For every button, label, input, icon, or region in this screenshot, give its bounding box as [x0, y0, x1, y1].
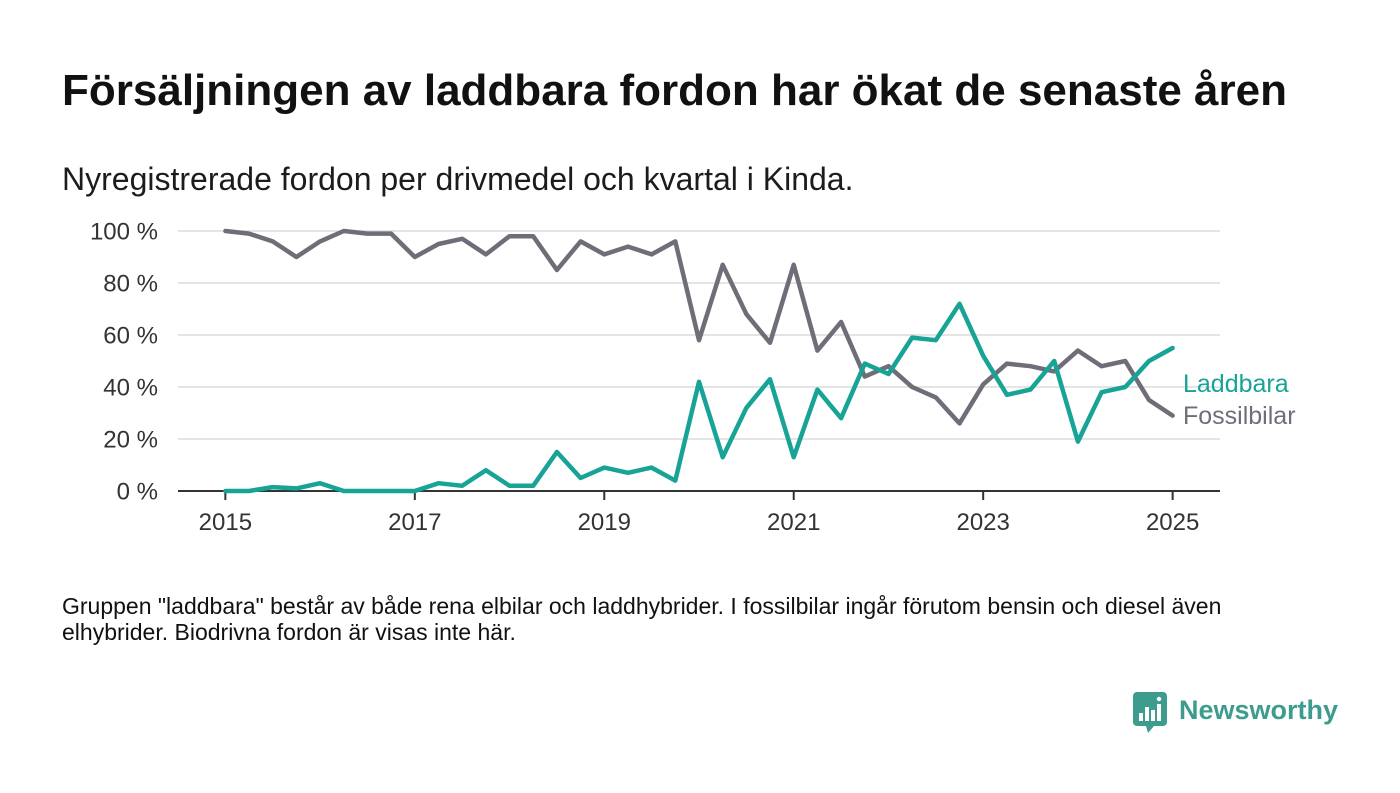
- series-label-fossilbilar: Fossilbilar: [1183, 402, 1296, 430]
- x-tick-label: 2025: [1146, 509, 1199, 536]
- chart-title: Försäljningen av laddbara fordon har öka…: [62, 66, 1287, 115]
- series-labels: Laddbara Fossilbilar: [1183, 370, 1296, 430]
- x-tick-label: 2019: [578, 509, 631, 536]
- series-line-fossilbilar: [223, 228, 1175, 426]
- y-axis: 0 % 20 % 40 % 60 % 80 % 100 %: [90, 219, 158, 506]
- x-tick-label: 2017: [388, 509, 441, 536]
- x-tick-label: 2023: [956, 509, 1009, 536]
- y-tick-label: 80 %: [103, 271, 158, 298]
- series-line-laddbara: [223, 301, 1175, 494]
- line-chart: 0 % 20 % 40 % 60 % 80 % 100 % 2015 2017 2019 202…: [90, 219, 1296, 537]
- footnote: Gruppen "laddbara" består av både rena e…: [62, 593, 1222, 645]
- brand-name: Newsworthy: [1179, 695, 1339, 725]
- chart-subtitle: Nyregistrerade fordon per drivmedel och …: [62, 161, 854, 197]
- series-label-laddbara: Laddbara: [1183, 370, 1289, 398]
- x-tick-label: 2015: [199, 509, 252, 536]
- y-tick-label: 20 %: [103, 427, 158, 454]
- brand-logo: Newsworthy: [1133, 692, 1338, 734]
- newsworthy-logo-icon: [1133, 692, 1167, 734]
- series-lines: [223, 228, 1175, 494]
- y-tick-label: 60 %: [103, 323, 158, 350]
- x-tick-label: 2021: [767, 509, 820, 536]
- x-axis: 2015 2017 2019 2021 2023 2025: [178, 490, 1220, 536]
- y-tick-label: 40 %: [103, 375, 158, 402]
- y-tick-label: 0 %: [117, 479, 158, 506]
- y-tick-label: 100 %: [90, 219, 158, 246]
